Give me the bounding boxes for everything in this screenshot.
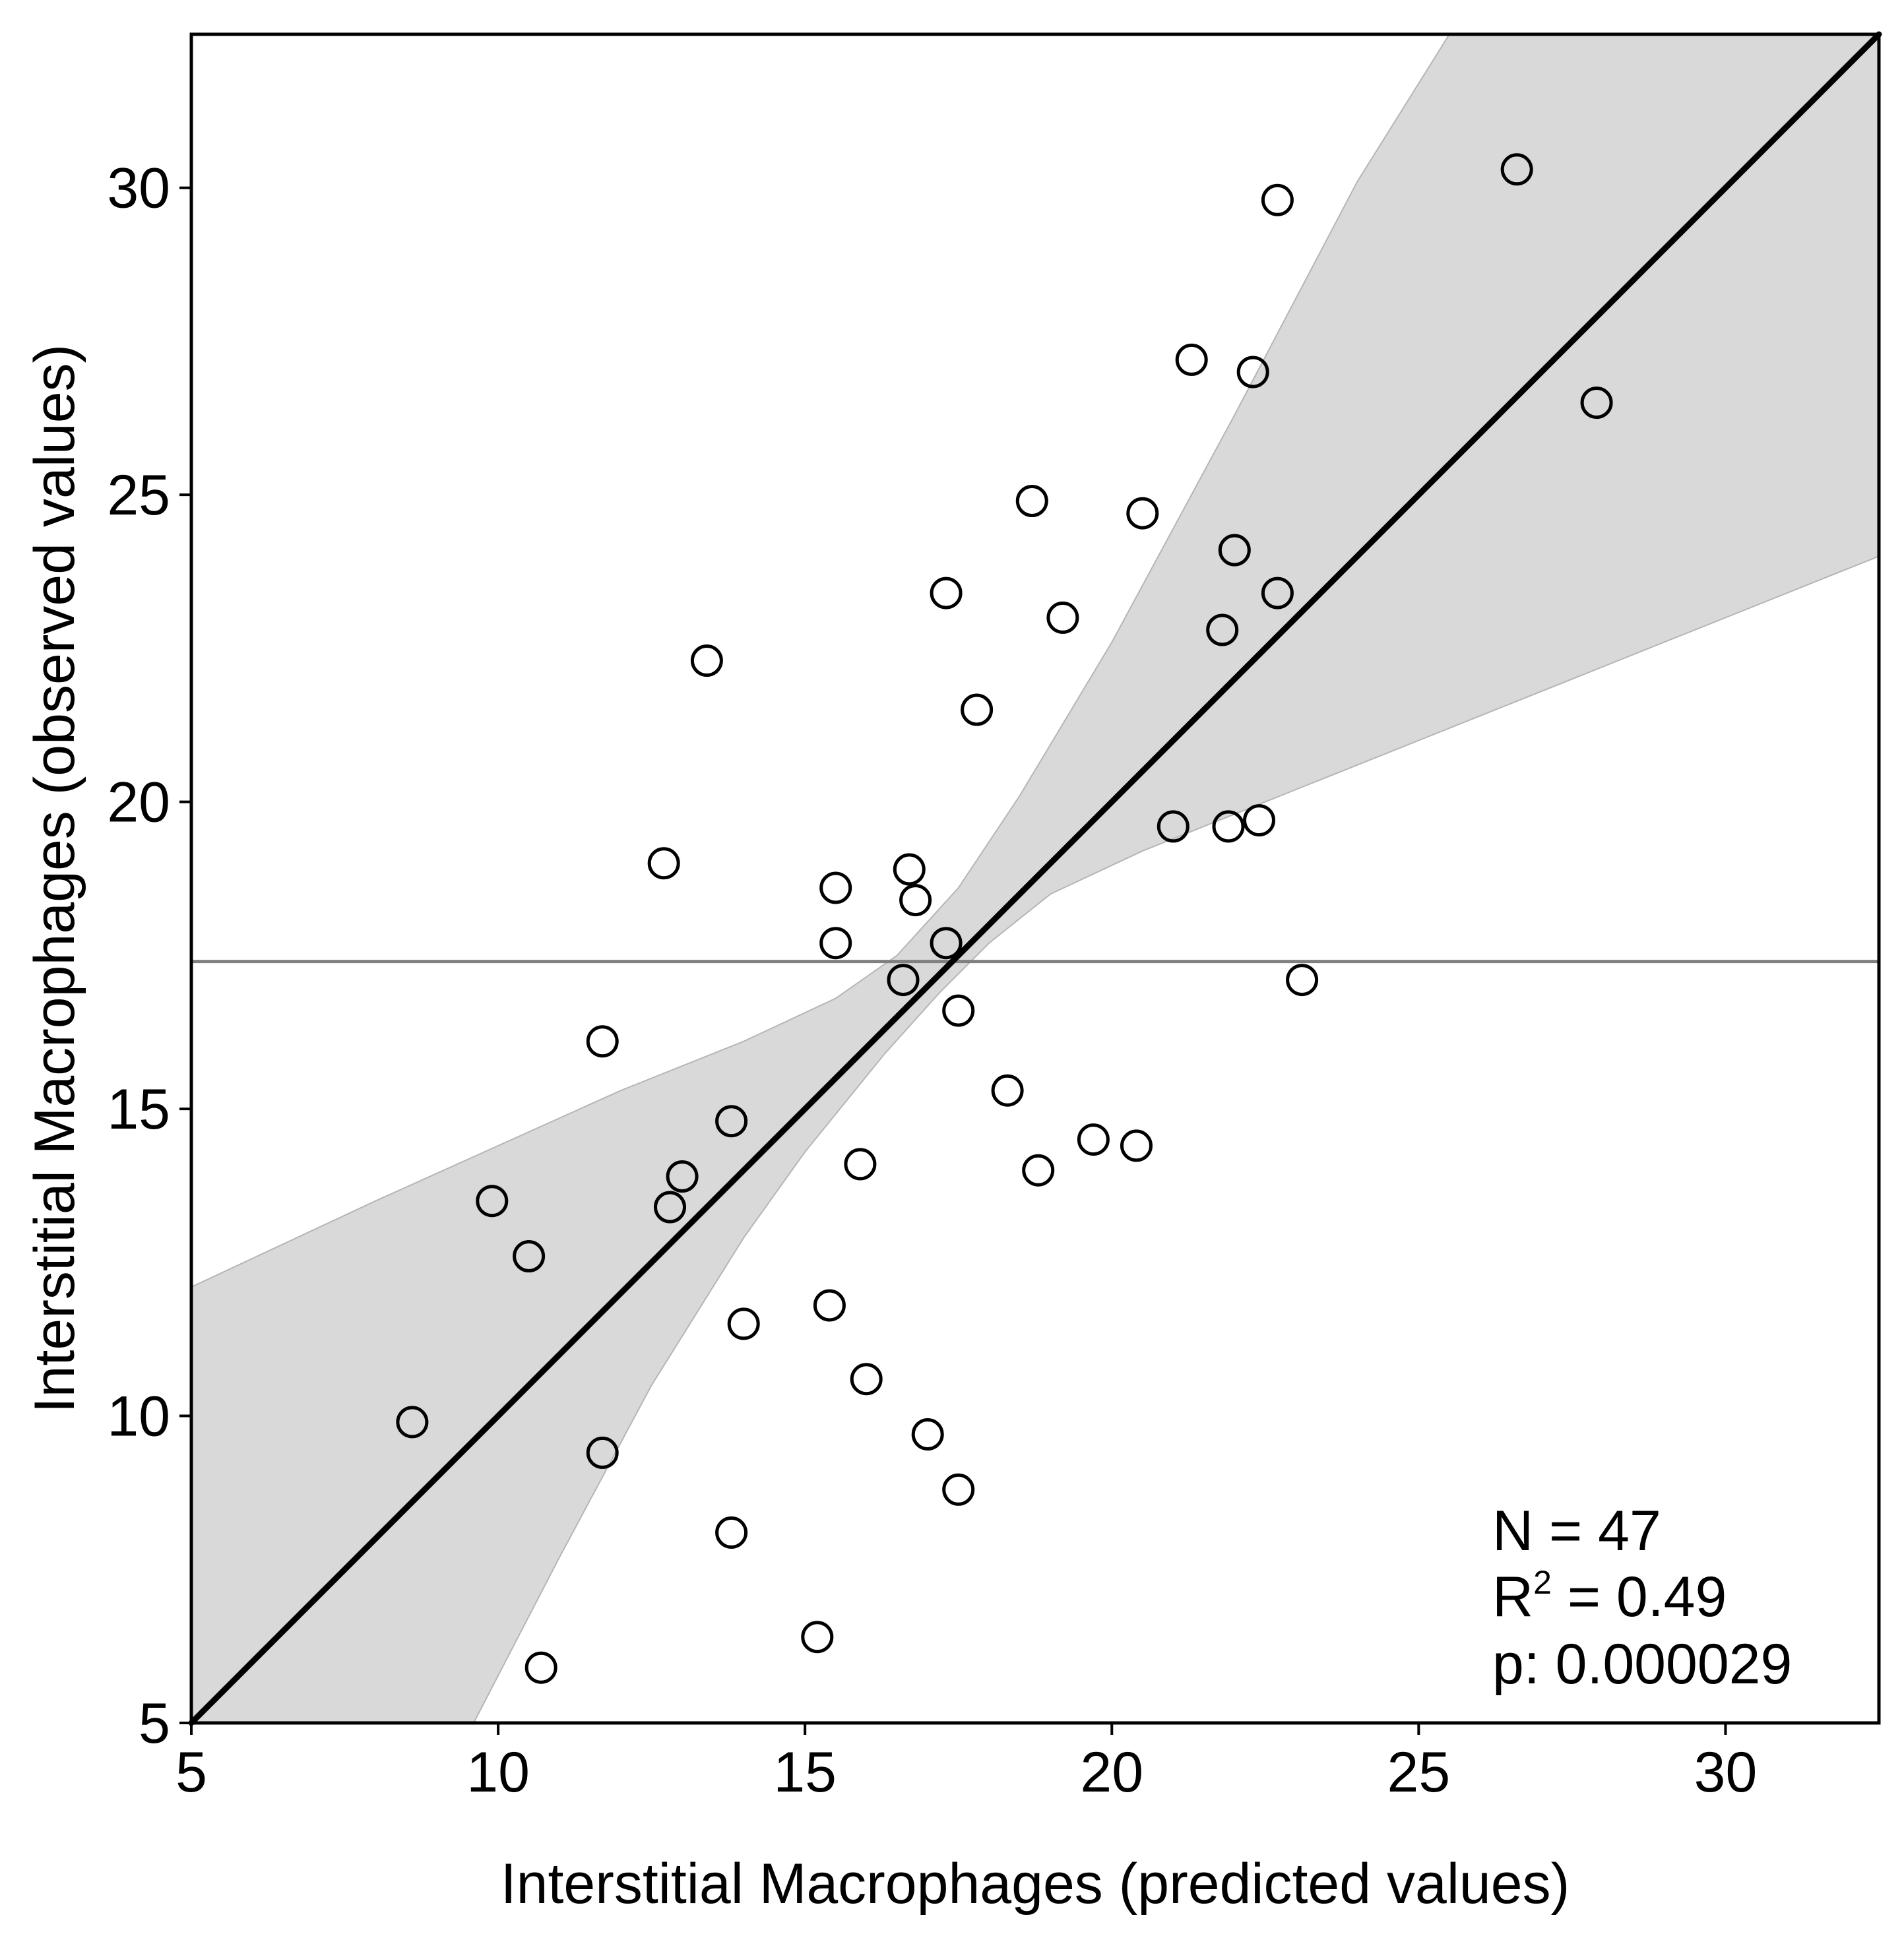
y-axis-label: Interstitial Macrophages (observed value… bbox=[23, 344, 86, 1413]
x-axis-ticks: 5 10 15 20 25 30 bbox=[175, 1723, 1757, 1804]
data-point-32 bbox=[1046, 601, 1079, 634]
y-tick-label-30: 30 bbox=[107, 157, 170, 220]
data-point-34 bbox=[1120, 1129, 1153, 1162]
data-point-5 bbox=[586, 1436, 619, 1469]
r-squared-superscript: 2 bbox=[1533, 1564, 1552, 1601]
data-point-22 bbox=[899, 884, 932, 917]
data-point-42 bbox=[1243, 804, 1275, 837]
data-point-33 bbox=[1077, 1123, 1110, 1156]
data-point-15 bbox=[813, 1289, 846, 1322]
data-point-38 bbox=[1206, 613, 1239, 646]
data-point-19 bbox=[850, 1363, 883, 1396]
data-point-47 bbox=[1580, 387, 1613, 419]
y-axis-ticks: 5 10 15 20 25 30 bbox=[107, 157, 191, 1755]
data-points bbox=[396, 153, 1613, 1684]
data-point-29 bbox=[991, 1074, 1024, 1107]
r-squared-label: R2 = 0.49 bbox=[1492, 1564, 1727, 1629]
data-point-36 bbox=[1157, 810, 1190, 843]
data-point-16 bbox=[819, 927, 852, 960]
data-point-14 bbox=[801, 1621, 834, 1654]
data-point-25 bbox=[930, 577, 963, 609]
data-point-46 bbox=[1500, 153, 1533, 186]
data-point-26 bbox=[942, 1473, 975, 1506]
data-point-39 bbox=[1212, 810, 1245, 843]
data-point-41 bbox=[1236, 356, 1269, 389]
sample-size-label: N = 47 bbox=[1492, 1499, 1661, 1563]
data-point-18 bbox=[844, 1148, 877, 1181]
data-point-27 bbox=[942, 994, 975, 1027]
x-tick-label-25: 25 bbox=[1387, 1741, 1451, 1804]
x-axis-label: Interstitial Macrophages (predicted valu… bbox=[501, 1852, 1570, 1916]
data-point-23 bbox=[911, 1418, 944, 1451]
data-point-2 bbox=[476, 1185, 509, 1218]
data-point-9 bbox=[666, 1160, 699, 1193]
r-squared-prefix: R bbox=[1492, 1565, 1533, 1629]
regression-line bbox=[188, 31, 1882, 1726]
data-point-45 bbox=[1286, 964, 1319, 997]
p-value-label: p: 0.000029 bbox=[1492, 1633, 1792, 1696]
data-point-35 bbox=[1126, 497, 1159, 530]
data-point-28 bbox=[961, 693, 994, 726]
data-point-37 bbox=[1175, 343, 1208, 376]
y-tick-label-5: 5 bbox=[139, 1692, 170, 1755]
y-tick-label-15: 15 bbox=[107, 1078, 170, 1141]
data-point-7 bbox=[647, 847, 680, 880]
stats-annotation: N = 47 R2 = 0.49 p: 0.000029 bbox=[1492, 1499, 1792, 1696]
data-point-30 bbox=[1015, 485, 1048, 517]
plot-frame bbox=[189, 32, 1881, 1725]
r-squared-value: = 0.49 bbox=[1552, 1565, 1727, 1629]
data-point-1 bbox=[396, 1406, 429, 1439]
data-point-31 bbox=[1022, 1154, 1055, 1187]
data-point-10 bbox=[690, 644, 723, 677]
data-point-17 bbox=[819, 871, 852, 904]
y-tick-label-10: 10 bbox=[107, 1385, 170, 1449]
x-tick-label-20: 20 bbox=[1080, 1741, 1143, 1804]
data-point-8 bbox=[654, 1191, 686, 1224]
data-point-4 bbox=[524, 1651, 557, 1684]
data-point-43 bbox=[1261, 577, 1294, 609]
data-point-40 bbox=[1218, 534, 1251, 567]
plot-area bbox=[188, 31, 1882, 1726]
data-point-20 bbox=[887, 964, 920, 997]
data-point-12 bbox=[715, 1105, 748, 1138]
data-point-21 bbox=[893, 853, 926, 886]
data-point-6 bbox=[586, 1025, 619, 1058]
x-tick-label-10: 10 bbox=[466, 1741, 530, 1804]
data-point-11 bbox=[715, 1516, 748, 1549]
data-point-13 bbox=[727, 1307, 760, 1340]
data-point-24 bbox=[930, 927, 963, 960]
x-tick-label-30: 30 bbox=[1694, 1741, 1758, 1804]
data-point-44 bbox=[1261, 183, 1294, 216]
x-tick-label-15: 15 bbox=[773, 1741, 837, 1804]
y-tick-label-20: 20 bbox=[107, 771, 170, 834]
data-point-3 bbox=[513, 1240, 546, 1272]
x-tick-label-5: 5 bbox=[175, 1741, 207, 1804]
y-tick-label-25: 25 bbox=[107, 464, 170, 527]
